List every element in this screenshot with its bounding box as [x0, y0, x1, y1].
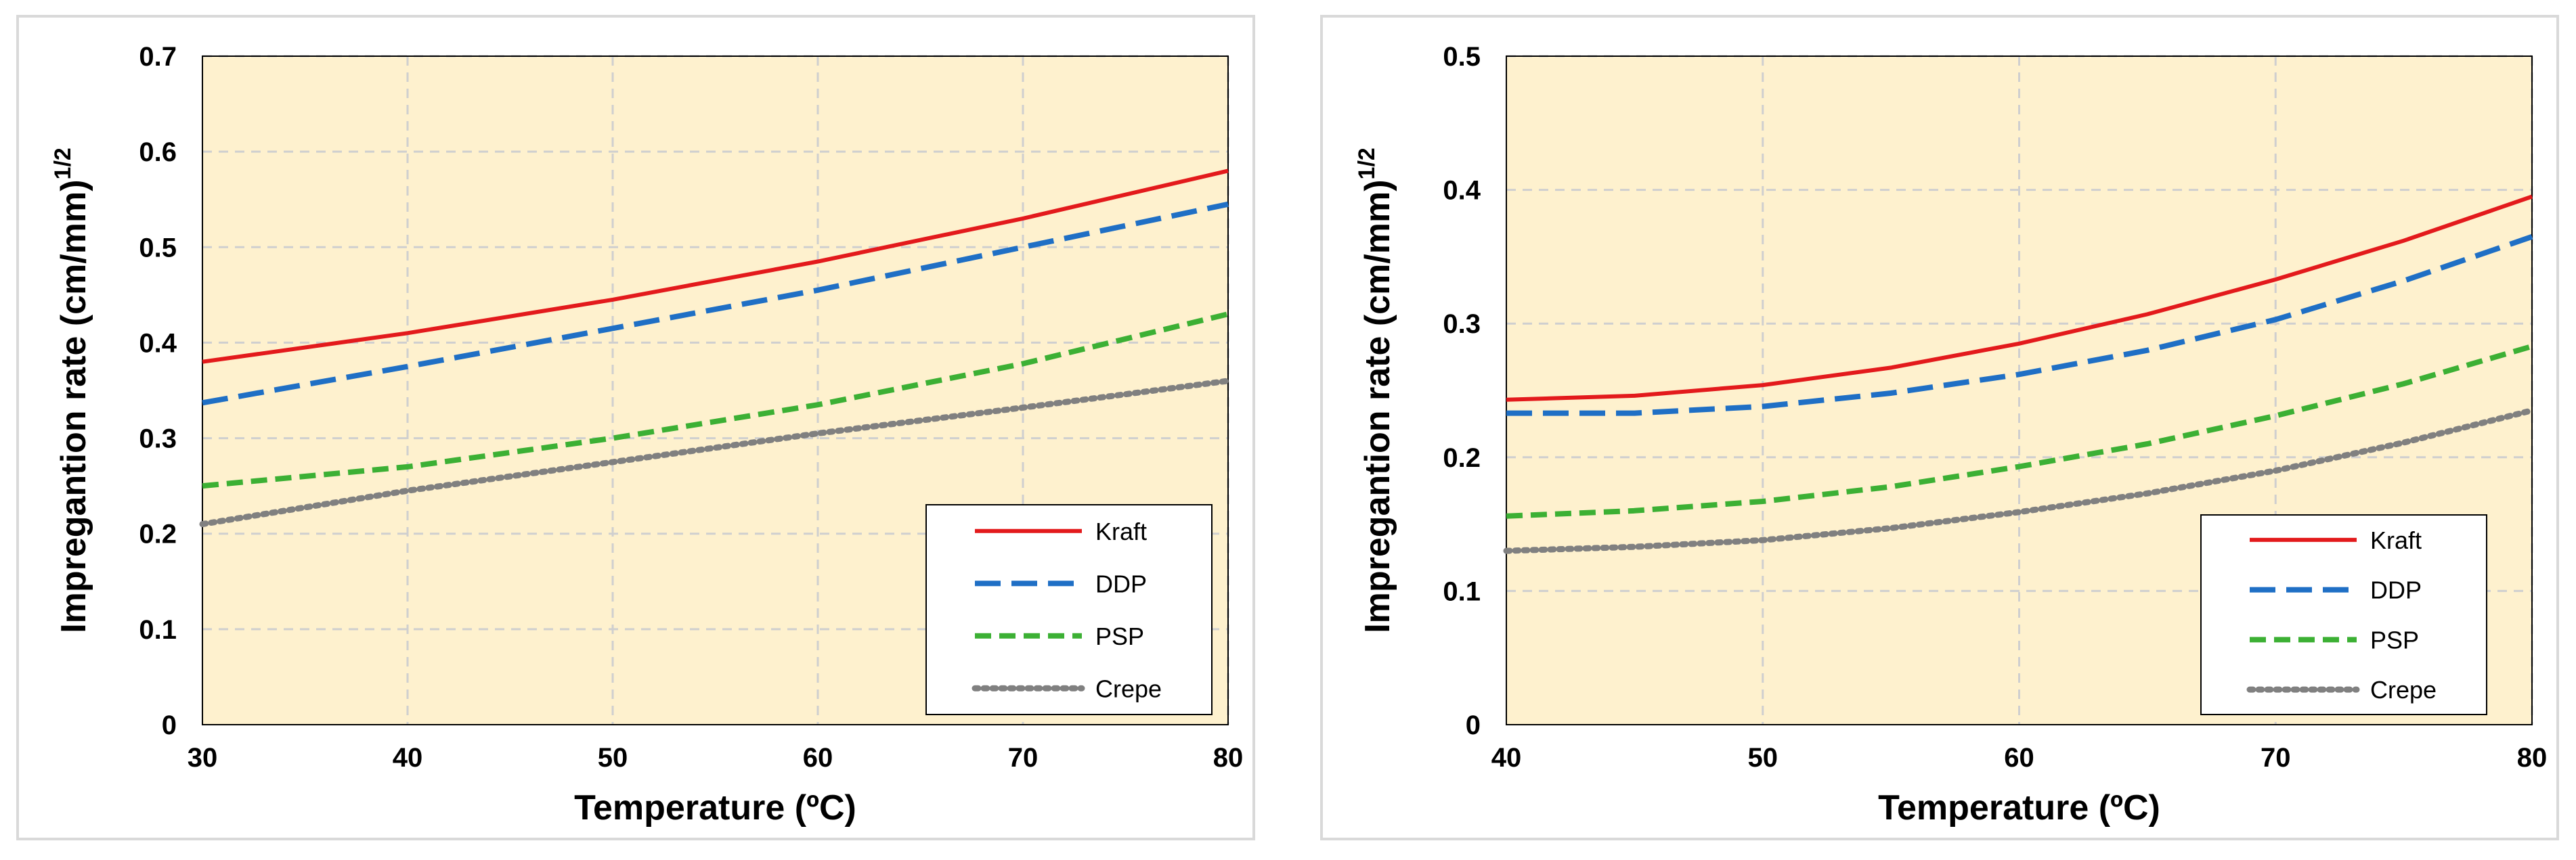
x-tick-label: 60 — [803, 743, 833, 773]
series-line-kraft — [1506, 194, 2533, 402]
legend-label-kraft: Kraft — [2370, 526, 2422, 554]
y-tick-label: 0 — [162, 710, 177, 740]
legend-label-crepe: Crepe — [1095, 675, 1162, 702]
series-line-crepe — [1503, 407, 2535, 554]
x-axis-title: Temperature (ºC) — [574, 788, 856, 828]
y-tick-label: 0.5 — [139, 233, 177, 263]
y-axis-title-main: Impregantion rate (cm/mm) — [54, 179, 93, 633]
legend-label-ddp: DDP — [2370, 576, 2422, 604]
legend-label-crepe: Crepe — [2370, 676, 2437, 704]
y-axis-title: Impregantion rate (cm/mm)1/2 — [1354, 148, 1397, 633]
legend-label-kraft: Kraft — [1095, 518, 1147, 545]
y-tick-label: 0 — [1466, 710, 1481, 740]
x-tick-label: 50 — [1748, 743, 1778, 773]
x-tick-label: 50 — [598, 743, 628, 773]
series-line-kraft — [202, 168, 1229, 364]
plot-border — [1506, 55, 2533, 725]
legend-label-psp: PSP — [1095, 623, 1144, 650]
y-tick-label: 0.3 — [1443, 309, 1481, 339]
series-line-ddp — [202, 201, 1229, 406]
legend-label-psp: PSP — [2370, 626, 2419, 654]
y-tick-label: 0.2 — [1443, 443, 1481, 473]
y-axis-title-superscript: 1/2 — [50, 148, 76, 179]
legend-box — [2200, 514, 2487, 715]
y-axis-title: Impregantion rate (cm/mm)1/2 — [50, 148, 93, 633]
y-tick-label: 0.7 — [139, 42, 177, 72]
y-tick-label: 0.3 — [139, 424, 177, 454]
x-tick-label: 30 — [188, 743, 218, 773]
y-tick-label: 0.5 — [1443, 42, 1481, 72]
chart-panel-right: 40 50 60 70 80 0 0.1 0.2 0.3 0.4 0.5 Temperature (º… — [1320, 15, 2559, 840]
chart-right: 40 50 60 70 80 0 0.1 0.2 0.3 0.4 0.5 Temperature (º… — [1354, 42, 2548, 828]
x-tick-label: 80 — [2517, 743, 2548, 773]
y-tick-label: 0.1 — [139, 615, 177, 645]
y-tick-label: 0.1 — [1443, 576, 1481, 606]
x-tick-label: 40 — [393, 743, 423, 773]
legend-box — [925, 504, 1213, 715]
legend: Kraft DDP PSP Crepe — [2200, 514, 2487, 715]
y-axis-title-superscript: 1/2 — [1354, 148, 1380, 179]
series-line-ddp — [1506, 234, 2533, 416]
series-line-psp — [1506, 343, 2533, 519]
x-tick-label: 40 — [1491, 743, 1522, 773]
y-tick-label: 0.4 — [1443, 176, 1481, 206]
x-tick-label: 70 — [2261, 743, 2291, 773]
x-axis-title: Temperature (ºC) — [1878, 788, 2160, 828]
y-tick-label: 0.6 — [139, 137, 177, 167]
plot-border — [202, 55, 1229, 725]
y-tick-label: 0.2 — [139, 520, 177, 549]
legend: Kraft DDP PSP Crepe — [925, 504, 1213, 715]
y-tick-label: 0.4 — [139, 328, 177, 358]
series-line-psp — [202, 311, 1229, 489]
chart-panel-left: 30 40 50 60 70 80 0 0.1 0.2 0.3 0.4 0.5 0.6 0.7 Temper… — [16, 15, 1255, 840]
x-tick-label: 80 — [1213, 743, 1244, 773]
legend-label-ddp: DDP — [1095, 570, 1147, 597]
chart-left: 30 40 50 60 70 80 0 0.1 0.2 0.3 0.4 0.5 0.6 0.7 Temper… — [50, 42, 1244, 828]
y-axis-title-main: Impregantion rate (cm/mm) — [1358, 179, 1397, 633]
series-line-crepe — [199, 378, 1231, 528]
x-tick-label: 60 — [2004, 743, 2034, 773]
x-tick-label: 70 — [1008, 743, 1039, 773]
